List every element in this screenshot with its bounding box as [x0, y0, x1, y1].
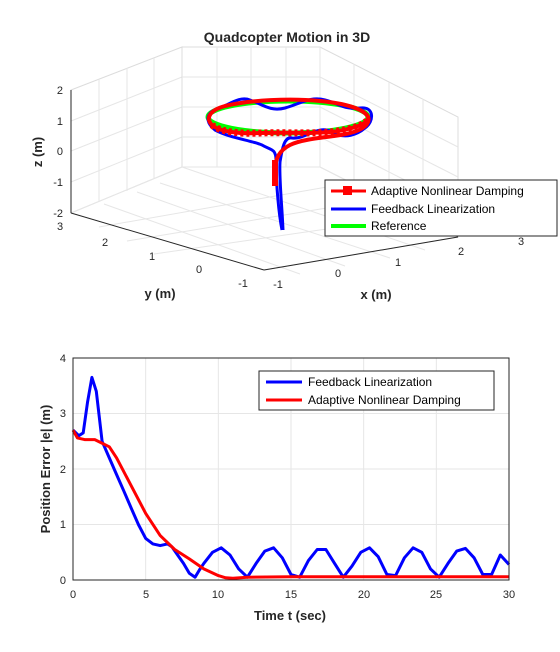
- y-axis-label-bottom: Position Error |e| (m): [38, 405, 53, 534]
- x-tick: 20: [358, 589, 370, 601]
- x-tick: 3: [518, 236, 524, 248]
- chart-3d: Quadcopter Motion in 3D: [30, 29, 558, 302]
- y-tick: 3: [60, 408, 66, 420]
- legend-item-adaptive: Adaptive Nonlinear Damping: [371, 184, 524, 198]
- series-line-feedback-linearization: [71, 375, 511, 579]
- z-tick: 0: [57, 146, 63, 158]
- chart-3d-axes: [70, 90, 459, 271]
- y-tick: 2: [60, 464, 66, 476]
- chart-3d-legend: Adaptive Nonlinear Damping Feedback Line…: [324, 179, 558, 237]
- z-axis-label: z (m): [30, 137, 45, 167]
- series-adaptive-markers: [209, 116, 372, 137]
- z-tick: -1: [53, 177, 63, 189]
- chart-3d-grid: [70, 46, 459, 275]
- x-tick: 30: [503, 589, 515, 601]
- x-axis-label-bottom: Time t (sec): [254, 608, 326, 623]
- chart-3d-title: Quadcopter Motion in 3D: [204, 29, 370, 45]
- x-tick: 0: [70, 589, 76, 601]
- x-tick: 1: [395, 257, 401, 269]
- y-axis-label: y (m): [144, 286, 175, 301]
- chart-error-series: [71, 375, 511, 580]
- x-tick: 25: [430, 589, 442, 601]
- legend-item-feedback: Feedback Linearization: [371, 202, 495, 216]
- x-tick: 5: [143, 589, 149, 601]
- x-tick: 10: [212, 589, 224, 601]
- z-ticks: 2 1 0 -1 -2: [53, 85, 63, 220]
- series-adaptive: [206, 97, 371, 186]
- y-tick: 0: [196, 264, 202, 276]
- y-tick: 4: [60, 353, 66, 365]
- x-ticks-bottom: 0 5 10 15 20 25 30: [70, 589, 515, 601]
- x-tick: 15: [285, 589, 297, 601]
- x-axis-label: x (m): [360, 287, 391, 302]
- y-tick: 3: [57, 221, 63, 233]
- legend-item-reference: Reference: [371, 219, 427, 233]
- y-tick: 1: [60, 519, 66, 531]
- series-line-adaptive-nonlinear-damping: [71, 429, 509, 580]
- z-tick: -2: [53, 208, 63, 220]
- z-tick: 2: [57, 85, 63, 97]
- legend-item-feedback-bottom: Feedback Linearization: [308, 375, 432, 389]
- chart-error: 0 5 10 15 20 25 30 0 1 2 3 4 Time t (sec…: [38, 353, 515, 623]
- x-ticks: -1 0 1 2 3: [273, 236, 524, 291]
- chart-3d-series: [205, 97, 373, 231]
- y-ticks-bottom: 0 1 2 3 4: [60, 353, 66, 587]
- plot-frame: [72, 357, 510, 581]
- y-tick: 2: [102, 237, 108, 249]
- x-tick: 2: [458, 246, 464, 258]
- y-ticks: 3 2 1 0 -1: [57, 221, 248, 290]
- x-tick: 0: [335, 268, 341, 280]
- y-tick: 0: [60, 575, 66, 587]
- z-tick: 1: [57, 116, 63, 128]
- y-tick: 1: [149, 251, 155, 263]
- y-tick: -1: [238, 278, 248, 290]
- chart-error-legend: Feedback Linearization Adaptive Nonlinea…: [258, 370, 495, 411]
- x-tick: -1: [273, 279, 283, 291]
- legend-item-adaptive-bottom: Adaptive Nonlinear Damping: [308, 393, 461, 407]
